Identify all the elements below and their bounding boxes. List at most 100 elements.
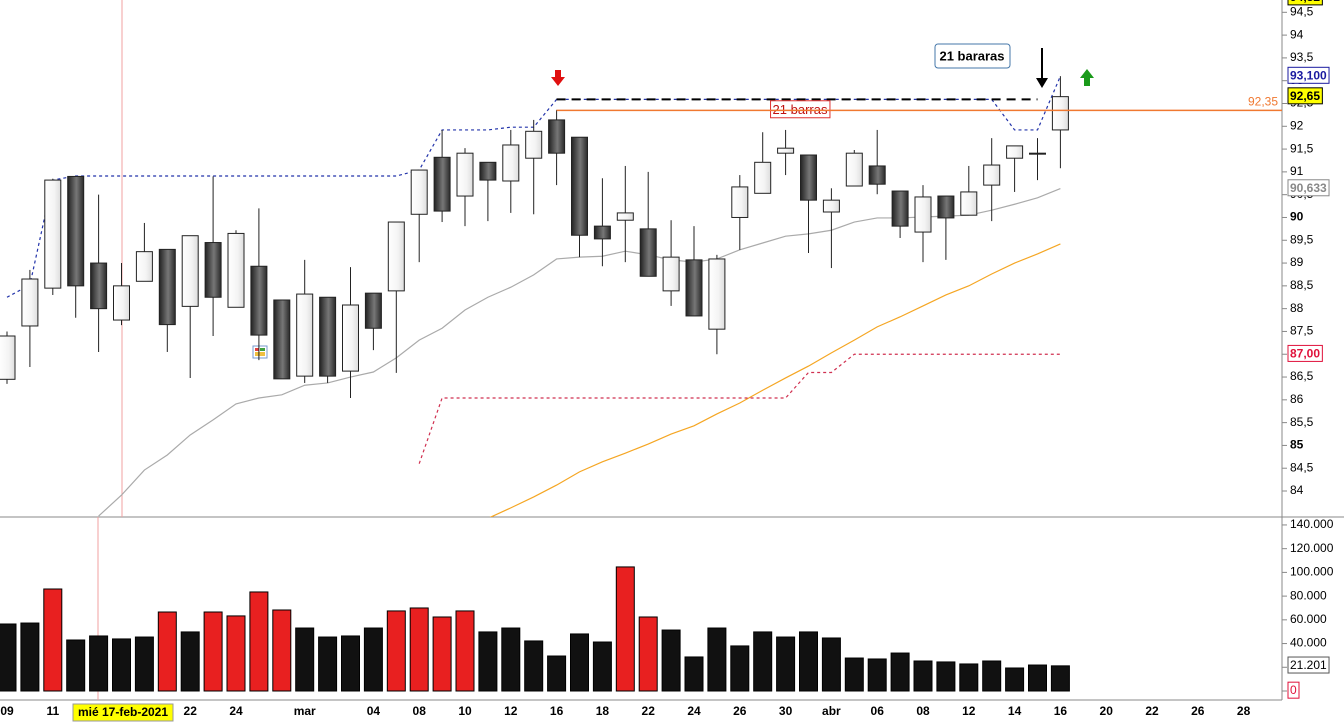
candle-body xyxy=(593,225,611,240)
volume-bar xyxy=(0,623,17,692)
volume-bar xyxy=(844,657,864,692)
candle-body xyxy=(44,179,62,289)
x-tick-label: mar xyxy=(294,704,316,718)
y-tick-label: 90 xyxy=(1290,210,1304,224)
x-tick-label: 04 xyxy=(367,704,381,718)
candle-body xyxy=(1051,96,1069,131)
bars-label: 21 barras xyxy=(773,102,828,117)
y-tick-label: 93,5 xyxy=(1290,50,1314,64)
y-tick-label: 85 xyxy=(1290,438,1304,452)
candle-body xyxy=(433,156,451,212)
label-box xyxy=(1287,179,1330,197)
candle-body xyxy=(90,262,108,310)
y-tick-label: 88 xyxy=(1290,301,1304,315)
candle-body xyxy=(1029,152,1046,155)
volume-bar xyxy=(570,633,589,692)
volume-bar xyxy=(386,610,406,692)
candle-body xyxy=(754,161,772,194)
volume-bar xyxy=(1005,667,1025,692)
volume-tick-label: 140.000 xyxy=(1290,517,1334,531)
volume-bar xyxy=(799,631,818,692)
label-box xyxy=(1287,656,1330,674)
volume-bar xyxy=(203,611,223,692)
candle-body xyxy=(800,154,817,201)
label-box xyxy=(1287,66,1330,84)
x-tick-label: 24 xyxy=(229,704,243,718)
y-tick-label: 84 xyxy=(1290,483,1304,497)
candle-body xyxy=(0,335,16,380)
candle-body xyxy=(822,199,840,213)
volume-bar xyxy=(157,611,177,692)
volume-bar xyxy=(89,635,109,692)
candle-body xyxy=(777,147,795,154)
crosshair-date: mié 17-feb-2021 xyxy=(78,705,168,719)
volume-bar xyxy=(455,610,475,692)
x-tick-label: 20 xyxy=(1100,704,1114,718)
volume-bar xyxy=(363,627,383,692)
y-tick-label: 91,5 xyxy=(1290,141,1314,155)
volume-bar xyxy=(592,641,612,692)
volume-bar xyxy=(547,655,567,692)
volume-bar xyxy=(501,627,521,692)
x-tick-label: 16 xyxy=(1054,704,1068,718)
candle-body xyxy=(387,221,405,292)
y-tick-label: 88,5 xyxy=(1290,278,1314,292)
volume-bar xyxy=(615,566,635,692)
candle-body xyxy=(662,256,680,292)
volume-bar xyxy=(959,663,979,692)
y-tick-label: 89 xyxy=(1290,255,1304,269)
candle-body xyxy=(67,175,85,287)
volume-tick-label: 40.000 xyxy=(1290,636,1327,650)
candle-body xyxy=(479,161,497,181)
crosshair-date-box xyxy=(72,703,174,722)
volume-bar xyxy=(776,636,796,692)
volume-bar xyxy=(661,629,681,692)
y-tick-label: 89,5 xyxy=(1290,232,1314,246)
volume-tick-label: 100.000 xyxy=(1290,565,1334,579)
level-label: 92,35 xyxy=(1248,95,1278,109)
candle-body xyxy=(571,136,588,236)
x-tick-label: 09 xyxy=(0,704,14,718)
price-marker: 90,633 xyxy=(1290,181,1327,195)
sell-arrow xyxy=(551,70,565,86)
label-box xyxy=(770,100,831,119)
volume-bar xyxy=(43,588,63,692)
x-tick-label: 26 xyxy=(1191,704,1205,718)
candle-body xyxy=(296,293,314,377)
candle-body xyxy=(983,164,1001,186)
volume-bar xyxy=(409,607,429,692)
y-tick-label: 94,5 xyxy=(1290,4,1314,18)
candle-body xyxy=(113,285,130,321)
x-tick-label: 12 xyxy=(504,704,518,718)
volume-bar xyxy=(753,631,773,692)
volume-bar xyxy=(134,636,154,692)
volume-bar xyxy=(20,622,40,692)
volume-marker: 21.201 xyxy=(1290,658,1327,672)
candle-body xyxy=(342,304,359,372)
candle-body xyxy=(616,212,634,221)
volume-bar xyxy=(66,639,86,692)
candle-body xyxy=(708,258,726,330)
y-tick-label: 87,5 xyxy=(1290,324,1314,338)
candle-body xyxy=(273,299,291,380)
volume-bar xyxy=(272,609,292,692)
candle-body xyxy=(891,190,909,227)
x-tick-label: abr xyxy=(822,704,841,718)
candle-body xyxy=(250,265,268,336)
volume-tick-label: 120.000 xyxy=(1290,541,1334,555)
volume-tick-label: 0 xyxy=(1290,683,1297,697)
candle-body xyxy=(158,248,176,326)
price-marker: 93,100 xyxy=(1290,68,1327,82)
candle-body xyxy=(525,130,543,159)
price-marker: 94,82 xyxy=(1290,0,1320,4)
candle-body xyxy=(960,191,978,216)
candle-body xyxy=(502,144,520,182)
annotation-text: 21 bararas xyxy=(939,48,1004,63)
y-tick-label: 94 xyxy=(1290,27,1304,41)
volume-tick-label: 80.000 xyxy=(1290,588,1327,602)
volume-bar xyxy=(1028,664,1047,692)
candle-body xyxy=(410,169,428,215)
x-tick-label: 22 xyxy=(184,704,198,718)
